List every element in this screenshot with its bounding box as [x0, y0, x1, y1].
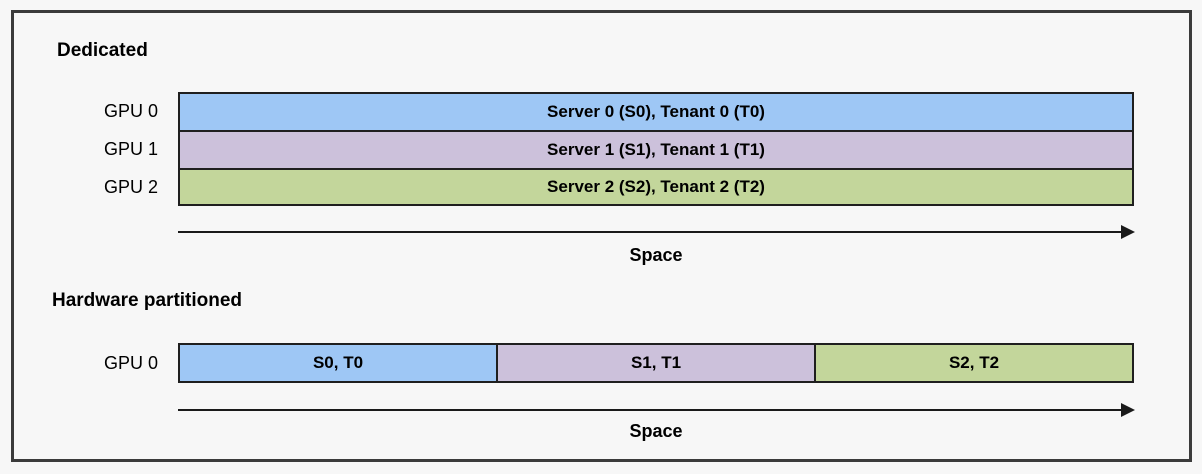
partitioned-segment-s2t2: S2, T2 [814, 343, 1134, 383]
dedicated-bar-gpu0: Server 0 (S0), Tenant 0 (T0) [178, 92, 1134, 130]
partitioned-segment-s2t2-text: S2, T2 [948, 353, 1000, 372]
dedicated-bar-gpu0-text: Server 0 (S0), Tenant 0 (T0) [547, 102, 765, 121]
space-axis-arrowhead-bottom [1121, 403, 1135, 417]
space-axis-line-top [178, 231, 1122, 233]
dedicated-bar-gpu2: Server 2 (S2), Tenant 2 (T2) [178, 168, 1134, 206]
partitioned-bar-gpu0: S0, T0 S1, T1 S2, T2 [178, 343, 1134, 383]
partitioned-segment-s0t0: S0, T0 [178, 343, 496, 383]
section-title-dedicated: Dedicated [57, 40, 148, 61]
gpu0-label-dedicated: GPU 0 [103, 100, 158, 121]
partitioned-segment-s1t1-text: S1, T1 [630, 353, 682, 372]
dedicated-bar-gpu2-text: Server 2 (S2), Tenant 2 (T2) [547, 177, 765, 196]
space-axis-label-top: Space [629, 245, 683, 265]
dedicated-bar-gpu1-text: Server 1 (S1), Tenant 1 (T1) [547, 140, 765, 159]
partitioned-segment-s1t1: S1, T1 [496, 343, 814, 383]
figure-frame [11, 10, 1192, 462]
dedicated-bar-gpu1: Server 1 (S1), Tenant 1 (T1) [178, 130, 1134, 168]
gpu1-label-dedicated: GPU 1 [103, 138, 158, 159]
space-axis-line-bottom [178, 409, 1122, 411]
dedicated-bars: Server 0 (S0), Tenant 0 (T0) Server 1 (S… [178, 92, 1134, 206]
gpu0-label-partitioned: GPU 0 [103, 352, 158, 373]
section-title-hardware-partitioned: Hardware partitioned [52, 290, 243, 311]
space-axis-label-bottom: Space [629, 421, 683, 441]
partitioned-segment-s0t0-text: S0, T0 [312, 353, 364, 372]
space-axis-arrowhead-top [1121, 225, 1135, 239]
gpu2-label-dedicated: GPU 2 [103, 176, 158, 197]
